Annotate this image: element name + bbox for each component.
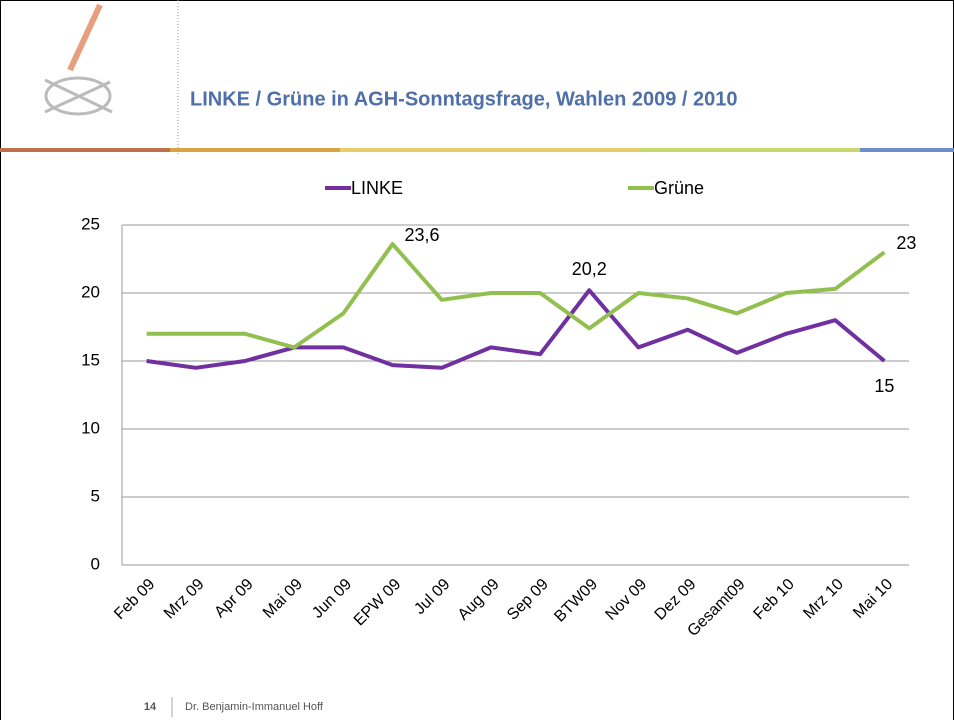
y-tick-label: 10: [81, 418, 100, 437]
line: [146, 288, 886, 370]
legend-label: LINKE: [351, 178, 403, 198]
logo-sketch: [44, 3, 113, 116]
header-bar: [0, 148, 170, 152]
legend-label: Grüne: [654, 178, 704, 198]
footer-author: Dr. Benjamin-Immanuel Hoff: [185, 701, 324, 713]
data-label: 15: [874, 376, 894, 396]
header-bar: [340, 148, 640, 152]
y-tick-label: 0: [91, 554, 100, 573]
page-number: 14: [144, 701, 157, 713]
header-bar: [640, 148, 860, 152]
chart-title: LINKE / Grüne in AGH-Sonntagsfrage, Wahl…: [190, 88, 738, 110]
y-tick-label: 20: [81, 282, 100, 301]
data-label: 23: [896, 233, 916, 253]
header-bar: [170, 148, 340, 152]
y-tick-label: 25: [81, 214, 100, 233]
line: [146, 242, 886, 350]
y-tick-label: 5: [91, 486, 100, 505]
header-bar: [860, 148, 954, 152]
y-tick-label: 15: [81, 350, 100, 369]
data-label: 23,6: [405, 225, 440, 245]
data-label: 20,2: [572, 259, 607, 279]
